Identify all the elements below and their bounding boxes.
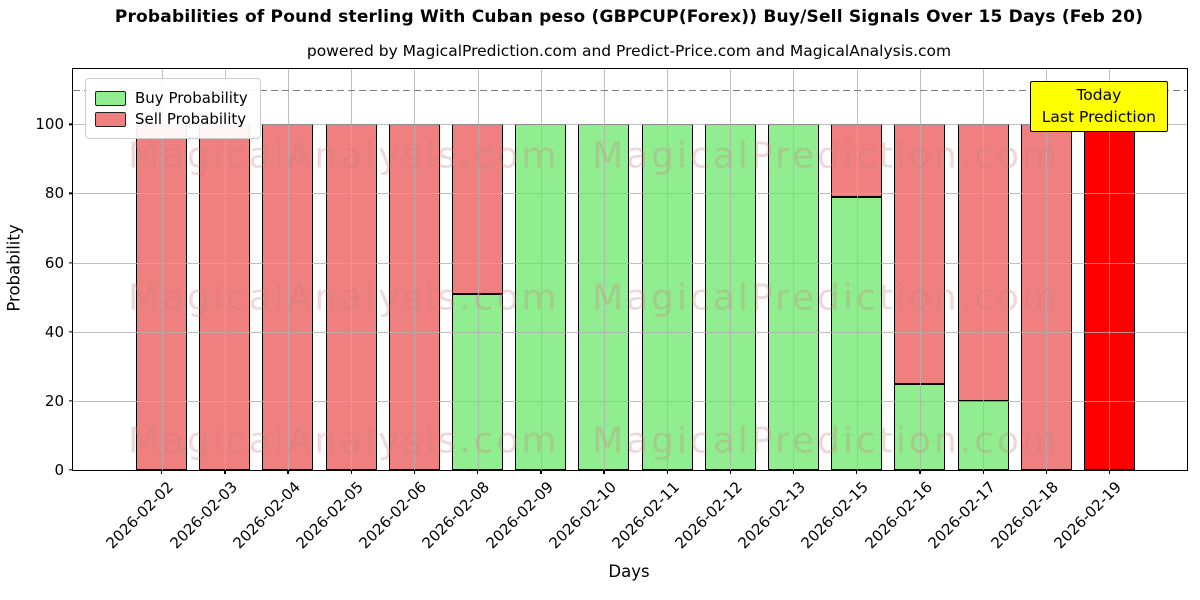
- x-tick-mark-2026-02-03: [224, 470, 226, 474]
- y-tick-mark-60: [69, 261, 73, 264]
- x-tick-label-text: 2026-02-19: [1050, 478, 1126, 553]
- x-tick-label-text: 2026-02-08: [418, 478, 494, 553]
- legend-swatch-sell: [95, 111, 126, 127]
- x-tick-label-text: 2026-02-12: [671, 478, 747, 553]
- watermark-text-0-0: MagicalAnalysis.com: [127, 135, 560, 177]
- x-tick-mark-2026-02-18: [1045, 470, 1048, 474]
- watermark-text-2-1: MagicalPrediction.com: [592, 420, 1061, 462]
- legend-swatch-buy: [95, 90, 126, 106]
- gridline-x-2026-02-09: [540, 69, 542, 470]
- x-tick-label-text: 2026-02-15: [798, 478, 873, 553]
- gridline-x-2026-02-13: [793, 69, 795, 470]
- gridline-y-60: [73, 262, 1187, 264]
- watermark-text-1-1: MagicalPrediction.com: [592, 277, 1061, 319]
- y-tick-mark-100: [69, 123, 73, 125]
- watermark-text-2-0: MagicalAnalysis.com: [127, 420, 560, 462]
- x-tick-label-text: 2026-02-13: [734, 478, 810, 553]
- y-axis-label: Probability: [4, 224, 24, 312]
- gridline-y-100: [73, 124, 1187, 126]
- x-tick-mark-2026-02-12: [729, 470, 732, 474]
- x-tick-mark-2026-02-13: [792, 470, 795, 474]
- watermark-text-0-1: MagicalPrediction.com: [592, 135, 1061, 177]
- x-tick-mark-2026-02-19: [1108, 470, 1111, 474]
- x-tick-label-text: 2026-02-18: [987, 478, 1062, 553]
- gridline-x-2026-02-05: [351, 69, 353, 470]
- gridline-x-2026-02-10: [603, 69, 605, 470]
- chart-title: Probabilities of Pound sterling With Cub…: [114, 7, 1144, 27]
- gridline-x-2026-02-06: [414, 69, 416, 470]
- x-tick-label-text: 2026-02-17: [924, 478, 999, 553]
- x-tick-mark-2026-02-16: [919, 470, 921, 474]
- gridline-x-2026-02-15: [856, 69, 858, 470]
- legend: Buy Probability Sell Probability: [85, 78, 261, 139]
- chart-subtitle: powered by MagicalPrediction.com and Pre…: [306, 42, 952, 60]
- x-tick-mark-2026-02-04: [287, 470, 289, 474]
- x-tick-label-text: 2026-02-16: [861, 478, 936, 553]
- legend-item-buy: Buy Probability: [95, 89, 248, 107]
- x-tick-label-text: 2026-02-04: [229, 478, 304, 553]
- gridline-x-2026-02-18: [1046, 69, 1048, 470]
- y-tick-label-80: 80: [44, 184, 64, 203]
- x-tick-mark-2026-02-09: [540, 470, 542, 474]
- y-tick-label-0: 0: [54, 461, 64, 479]
- x-tick-mark-2026-02-11: [666, 470, 668, 474]
- gridline-x-2026-02-03: [224, 69, 226, 470]
- x-tick-mark-2026-02-05: [350, 470, 352, 474]
- x-tick-mark-2026-02-17: [982, 470, 984, 474]
- today-annotation: Today Last Prediction: [1029, 81, 1168, 132]
- y-tick-mark-40: [69, 331, 73, 333]
- gridline-x-2026-02-02: [161, 69, 163, 470]
- x-tick-label-text: 2026-02-06: [355, 478, 431, 553]
- gridline-x-2026-02-04: [287, 69, 289, 470]
- y-tick-mark-20: [69, 400, 73, 402]
- y-tick-label-20: 20: [44, 391, 64, 410]
- watermark-text-1-0: MagicalAnalysis.com: [127, 277, 560, 319]
- x-tick-label-text: 2026-02-02: [102, 478, 178, 553]
- x-tick-label-text: 2026-02-10: [545, 478, 620, 553]
- x-tick-label-text: 2026-02-11: [608, 478, 683, 553]
- legend-item-sell: Sell Probability: [95, 110, 248, 128]
- x-tick-mark-2026-02-15: [856, 470, 858, 474]
- dashed-threshold-line: [73, 89, 1187, 92]
- x-tick-label-text: 2026-02-03: [166, 478, 241, 553]
- x-tick-mark-2026-02-02: [161, 470, 163, 474]
- y-tick-mark-0: [69, 469, 73, 471]
- legend-label-sell: Sell Probability: [135, 110, 247, 128]
- legend-label-buy: Buy Probability: [135, 89, 248, 107]
- today-annotation-line1: Today: [1076, 86, 1122, 104]
- x-tick-mark-2026-02-06: [413, 470, 416, 474]
- gridline-x-2026-02-16: [919, 69, 921, 470]
- y-tick-label-40: 40: [44, 322, 64, 341]
- y-tick-label-60: 60: [44, 253, 64, 272]
- x-tick-label-text: 2026-02-05: [292, 478, 367, 553]
- gridline-x-2026-02-12: [730, 69, 732, 470]
- gridline-x-2026-02-19: [1109, 69, 1111, 470]
- gridline-x-2026-02-17: [983, 69, 985, 470]
- gridline-y-20: [73, 400, 1187, 402]
- gridline-y-40: [73, 331, 1187, 333]
- x-tick-mark-2026-02-10: [603, 470, 605, 474]
- y-tick-label-100: 100: [35, 115, 64, 134]
- gridline-x-2026-02-08: [477, 69, 479, 470]
- x-tick-label-text: 2026-02-09: [482, 478, 557, 553]
- gridline-y-80: [73, 193, 1187, 195]
- today-annotation-line2: Last Prediction: [1041, 108, 1156, 127]
- gridline-x-2026-02-11: [667, 69, 669, 470]
- x-axis-label: Days: [608, 562, 650, 581]
- plot-area: MagicalAnalysis.com MagicalPrediction.com…: [35, 68, 1188, 552]
- x-tick-mark-2026-02-08: [477, 470, 479, 474]
- y-tick-mark-80: [69, 192, 73, 195]
